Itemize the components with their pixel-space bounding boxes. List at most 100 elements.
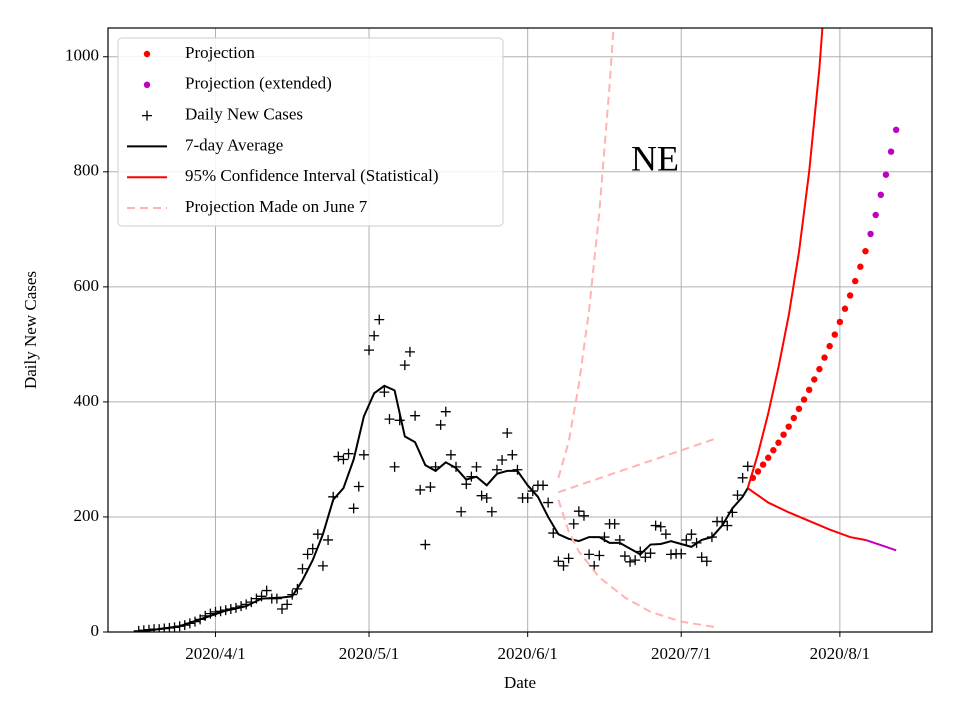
y-tick-label: 1000 [65, 46, 99, 65]
case-marker [312, 529, 323, 540]
legend-label: 95% Confidence Interval (Statistical) [185, 166, 439, 185]
series-line [557, 28, 615, 479]
x-tick-label: 2020/8/1 [810, 644, 870, 663]
series-line [746, 28, 824, 489]
case-marker [348, 503, 359, 514]
case-marker [389, 461, 400, 472]
projection-point [892, 126, 900, 134]
case-marker [440, 406, 451, 417]
x-axis-label: Date [504, 673, 536, 692]
series-line [747, 487, 866, 541]
case-marker [609, 518, 620, 529]
case-marker [307, 543, 318, 554]
legend-label: Projection (extended) [185, 74, 332, 93]
series-line [865, 539, 897, 552]
projection-point [887, 148, 895, 155]
case-marker [384, 414, 395, 425]
case-marker [563, 553, 574, 564]
projection-point [785, 423, 792, 430]
case-marker [660, 529, 671, 540]
case-marker [619, 551, 630, 562]
case-marker [568, 518, 579, 529]
case-marker [456, 506, 467, 517]
case-marker [410, 410, 421, 421]
y-axis-label: Daily New Cases [21, 271, 40, 389]
projection-point [759, 461, 767, 468]
case-marker [512, 464, 523, 475]
series-line [557, 499, 718, 629]
case-marker [323, 534, 334, 545]
case-marker [589, 560, 600, 571]
legend-box [117, 37, 504, 227]
case-marker [369, 330, 380, 341]
projection-point [770, 447, 777, 454]
y-tick-label: 200 [74, 506, 100, 525]
case-marker [399, 360, 410, 371]
case-marker [502, 427, 513, 438]
y-tick-label: 600 [74, 276, 100, 295]
legend-label: Projection Made on June 7 [185, 197, 368, 216]
case-marker [481, 492, 492, 503]
case-marker [379, 387, 390, 398]
case-marker [343, 448, 354, 459]
case-marker [461, 479, 472, 490]
projection-point [795, 405, 803, 413]
projection-point [846, 292, 854, 299]
plot-area [133, 28, 900, 632]
legend-label: Projection [185, 43, 255, 62]
projection-point [765, 454, 772, 461]
case-marker [358, 449, 369, 460]
case-marker [538, 480, 549, 491]
projection-point [816, 365, 823, 373]
case-marker [625, 556, 636, 567]
case-marker [686, 529, 697, 540]
case-marker [277, 603, 288, 614]
case-marker [353, 481, 364, 492]
case-marker [742, 461, 753, 472]
legend-swatch [142, 110, 152, 121]
case-marker [374, 314, 385, 325]
case-marker [476, 490, 487, 501]
case-marker [333, 451, 344, 462]
case-marker [302, 549, 313, 560]
case-marker [364, 345, 375, 356]
case-marker [681, 534, 692, 545]
case-marker [650, 520, 661, 531]
axes-frame [107, 27, 933, 633]
x-tick-label: 2020/7/1 [651, 644, 711, 663]
legend-swatch [143, 50, 151, 58]
case-marker [435, 419, 446, 430]
projection-point [790, 414, 798, 422]
case-marker [420, 539, 431, 550]
case-marker [415, 484, 426, 495]
projection-point [872, 211, 879, 219]
x-tick-label: 2020/5/1 [339, 644, 399, 663]
projection-point [831, 331, 838, 338]
y-tick-label: 0 [91, 621, 100, 640]
case-marker [404, 346, 415, 357]
projection-point [841, 305, 849, 312]
legend-swatch [143, 81, 151, 89]
projection-point [862, 247, 869, 255]
case-marker [732, 490, 743, 501]
projection-point [775, 439, 782, 446]
case-marker [630, 555, 641, 566]
case-marker [701, 556, 712, 567]
legend-label: 7-day Average [185, 135, 283, 154]
case-marker [558, 560, 569, 571]
case-marker [317, 560, 328, 571]
case-marker [507, 449, 518, 460]
case-marker [676, 548, 687, 559]
legend: Projection Projection (extended) Daily New… [117, 37, 504, 227]
case-marker [497, 455, 508, 466]
projection-point [852, 277, 859, 285]
case-marker [486, 506, 497, 517]
projection-point [754, 468, 762, 475]
x-tick-label: 2020/6/1 [497, 644, 557, 663]
projection-point [867, 230, 874, 238]
case-marker [522, 492, 533, 503]
projection-point [826, 342, 833, 350]
case-marker [655, 521, 666, 532]
case-marker [573, 506, 584, 517]
